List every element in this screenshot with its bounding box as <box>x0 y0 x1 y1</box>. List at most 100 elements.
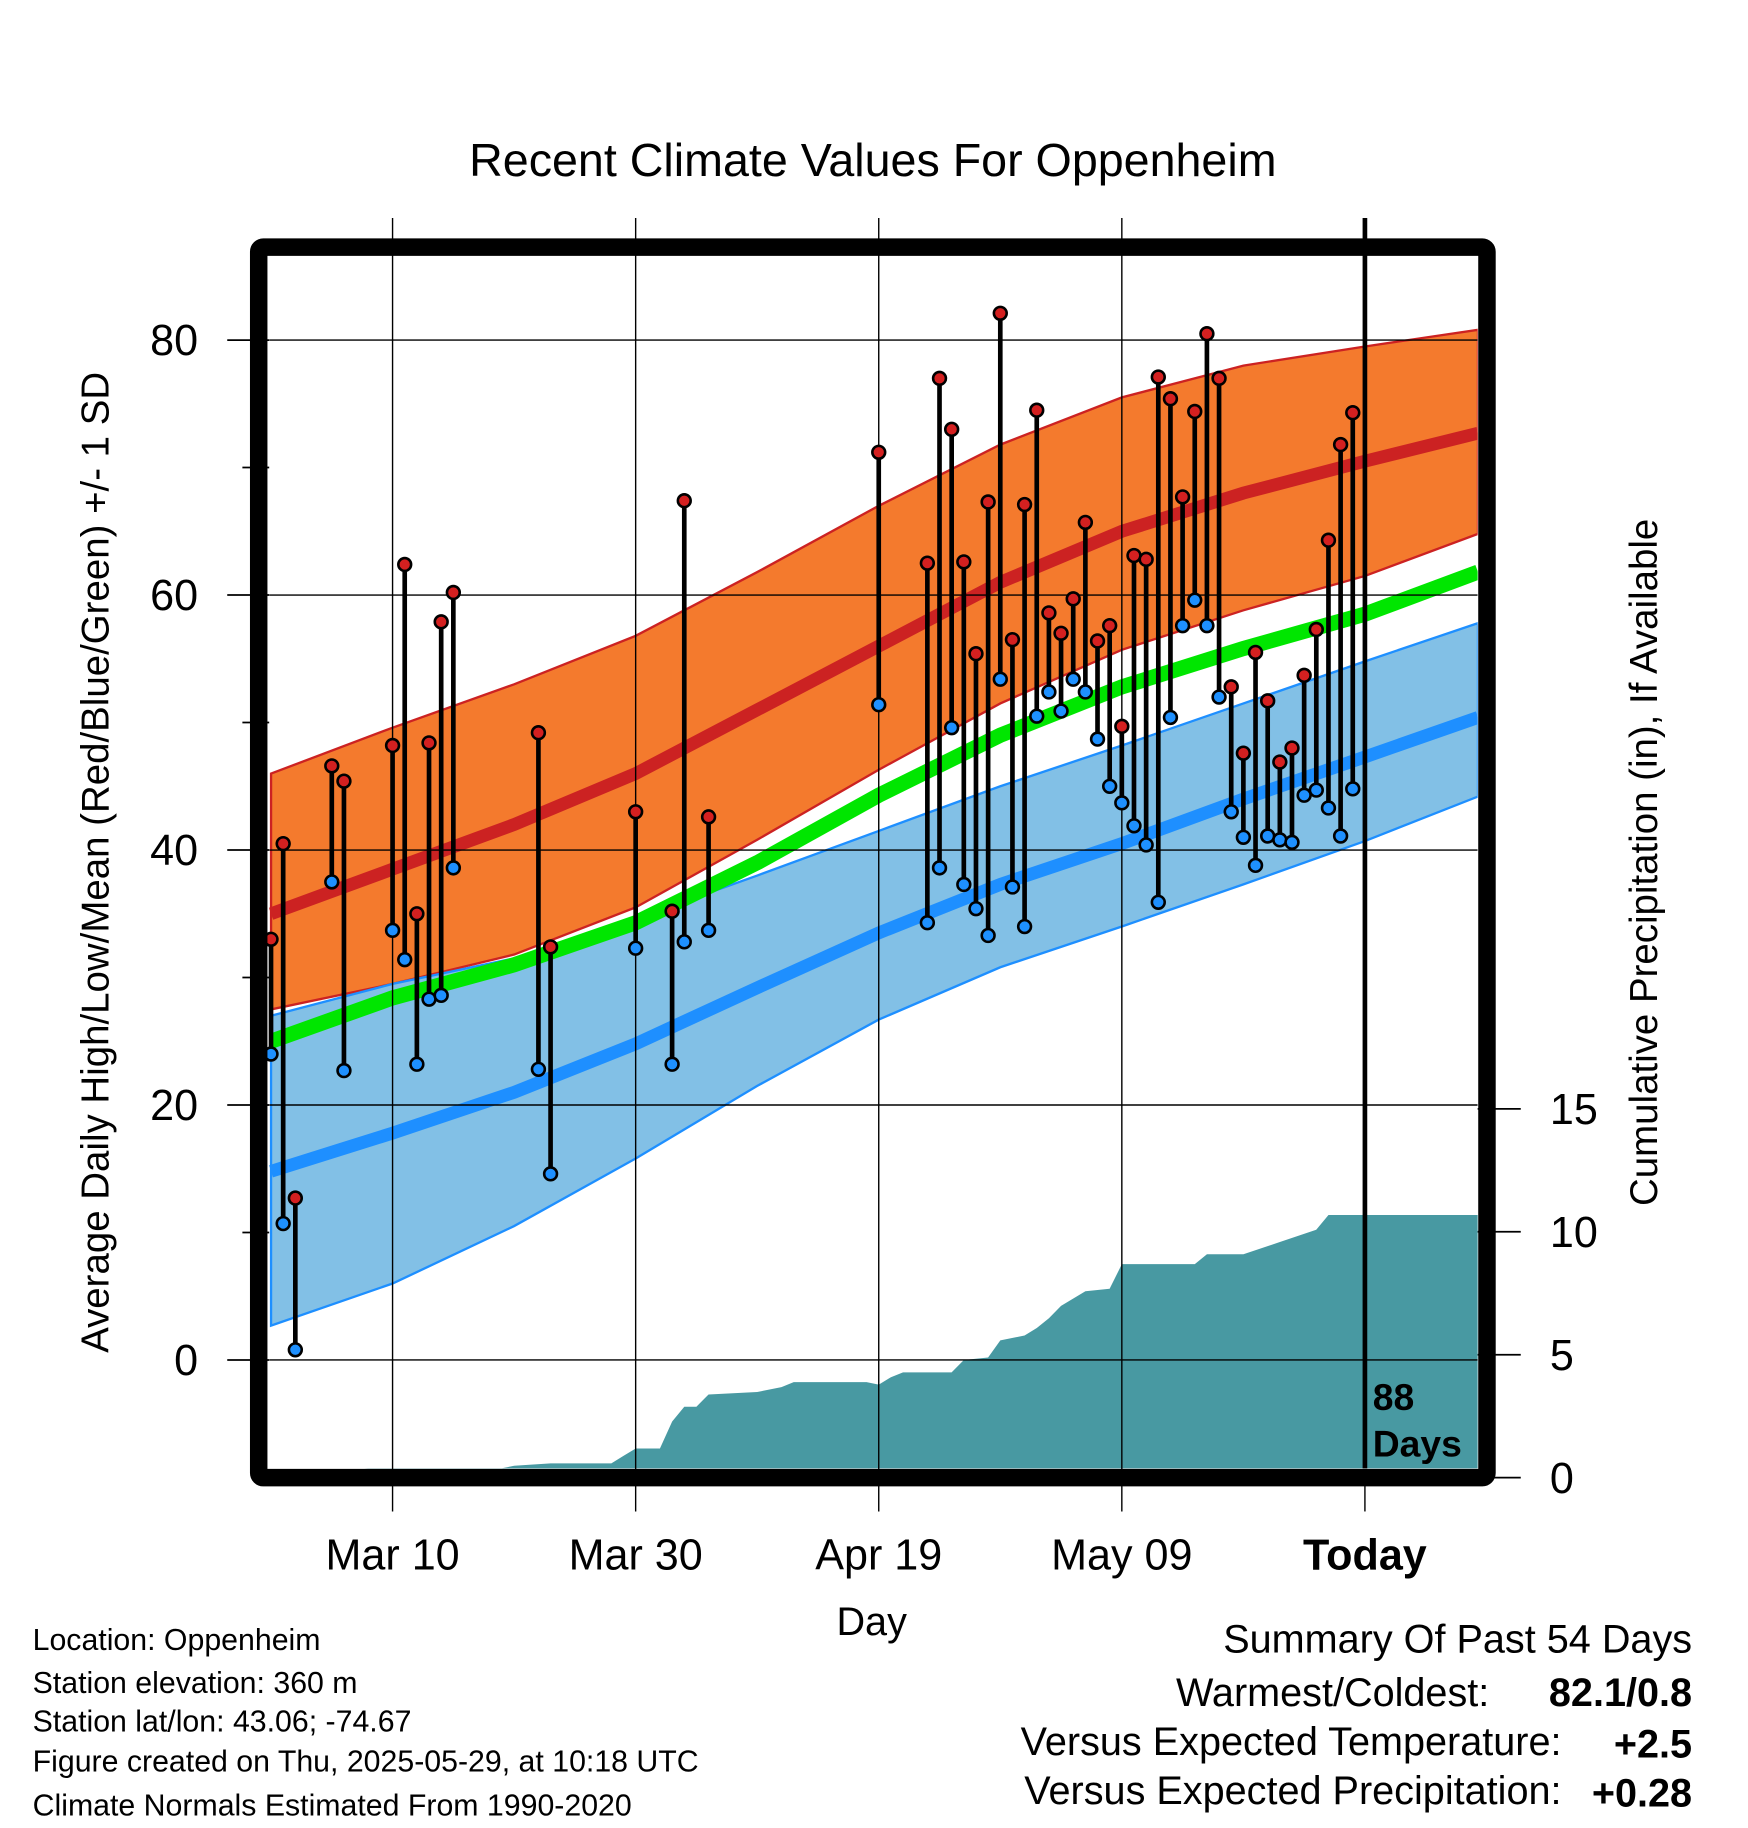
obs-high-point <box>1259 693 1276 709</box>
y2-tick-label: 5 <box>1550 1332 1574 1380</box>
obs-low-point <box>1126 818 1142 834</box>
obs-low-point <box>956 876 972 893</box>
obs-high-point <box>397 556 413 573</box>
obs-low-point <box>336 1062 352 1079</box>
obs-low-point <box>943 719 960 736</box>
obs-low-point <box>1320 800 1337 816</box>
y-tick-label: 80 <box>150 317 198 365</box>
obs-high-point <box>324 758 340 774</box>
obs-low-point <box>980 927 996 944</box>
obs-low-point <box>676 934 692 950</box>
obs-low-point <box>1296 787 1312 803</box>
obs-low-point <box>627 940 644 956</box>
obs-low-point <box>421 991 437 1007</box>
y-tick-label: 60 <box>150 572 198 620</box>
obs-high-point <box>1308 621 1324 638</box>
obs-low-point <box>530 1061 547 1077</box>
summary-precip-label: Versus Expected Precipitation: <box>1024 1769 1561 1813</box>
obs-high-point <box>992 305 1008 321</box>
obs-high-point <box>542 939 559 955</box>
obs-low-point <box>1187 592 1203 608</box>
info-location: Location: Oppenheim <box>33 1624 321 1657</box>
x-axis-label: Day <box>836 1600 907 1644</box>
obs-high-point <box>1284 740 1300 756</box>
obs-low-point <box>1223 804 1239 820</box>
obs-low-point <box>1247 857 1264 874</box>
observations <box>263 305 1361 1358</box>
obs-high-point <box>409 906 425 922</box>
obs-high-point <box>1114 718 1130 735</box>
obs-high-point <box>1041 605 1057 621</box>
obs-high-point <box>871 444 887 460</box>
obs-low-point <box>1308 782 1324 798</box>
obs-high-point <box>1053 625 1069 641</box>
x-tick-label: Today <box>1303 1532 1427 1580</box>
obs-high-point <box>980 494 996 510</box>
obs-high-point <box>433 614 449 630</box>
info-created: Figure created on Thu, 2025-05-29, at 10… <box>33 1745 699 1778</box>
y2-tick-label: 15 <box>1550 1086 1598 1134</box>
obs-high-point <box>931 370 948 387</box>
y-tick-label: 0 <box>174 1337 198 1385</box>
obs-high-point <box>1223 679 1239 695</box>
obs-high-point <box>1174 489 1191 505</box>
obs-low-point <box>931 860 948 876</box>
today-annotation-unit: Days <box>1373 1423 1462 1465</box>
y2-tick-label: 0 <box>1550 1455 1574 1503</box>
x-tick-label: Mar 30 <box>569 1532 703 1580</box>
obs-high-point <box>1162 391 1179 407</box>
x-tick-label: Apr 19 <box>815 1532 942 1580</box>
obs-low-point <box>1332 828 1349 844</box>
y2-axis-label: Cumulative Precipitation (in), If Availa… <box>1623 519 1666 1206</box>
obs-high-point <box>1065 591 1081 607</box>
obs-low-point <box>1345 781 1361 797</box>
obs-high-point <box>384 737 401 754</box>
obs-low-point <box>1235 829 1252 845</box>
obs-low-point <box>324 874 340 890</box>
obs-low-point <box>409 1056 425 1072</box>
obs-low-point <box>1041 684 1057 700</box>
obs-high-point <box>1345 405 1361 421</box>
info-elevation: Station elevation: 360 m <box>33 1667 358 1700</box>
obs-high-point <box>287 1190 304 1206</box>
obs-high-point <box>1332 436 1349 453</box>
plot-area <box>269 328 1478 1469</box>
summary-warmest-value: 82.1/0.8 <box>1549 1671 1692 1715</box>
obs-low-point <box>397 951 413 968</box>
obs-high-point <box>1320 532 1337 548</box>
info-normals: Climate Normals Estimated From 1990-2020 <box>33 1790 632 1823</box>
obs-low-point <box>1029 708 1045 724</box>
obs-high-point <box>336 773 352 789</box>
obs-low-point <box>1053 703 1069 719</box>
obs-low-point <box>1150 894 1166 910</box>
y2-tick-label: 10 <box>1550 1209 1598 1257</box>
obs-high-point <box>943 421 960 438</box>
obs-low-point <box>1174 617 1191 634</box>
obs-high-point <box>421 735 437 751</box>
obs-high-point <box>445 584 462 601</box>
obs-low-point <box>1272 832 1288 848</box>
obs-high-point <box>275 835 291 852</box>
obs-high-point <box>1296 667 1312 684</box>
x-tick-label: Mar 10 <box>325 1532 459 1580</box>
obs-high-point <box>1187 403 1203 420</box>
obs-high-point <box>627 804 644 820</box>
obs-low-point <box>871 696 887 713</box>
obs-low-point <box>1065 671 1081 687</box>
obs-low-point <box>664 1056 680 1072</box>
summary-temp-label: Versus Expected Temperature: <box>1021 1720 1562 1764</box>
obs-low-point <box>1089 731 1106 747</box>
y-axis-label: Average Daily High/Low/Mean (Red/Blue/Gr… <box>74 372 117 1353</box>
obs-high-point <box>956 554 972 570</box>
plot-frame <box>249 238 1496 1487</box>
obs-low-point <box>287 1342 304 1358</box>
obs-high-point <box>1004 631 1021 648</box>
obs-high-point <box>968 646 984 662</box>
obs-high-point <box>1077 514 1094 531</box>
obs-high-point <box>1016 496 1033 513</box>
obs-low-point <box>968 900 984 917</box>
obs-high-point <box>1199 326 1215 342</box>
obs-high-point <box>700 809 717 825</box>
obs-high-point <box>1089 633 1106 649</box>
